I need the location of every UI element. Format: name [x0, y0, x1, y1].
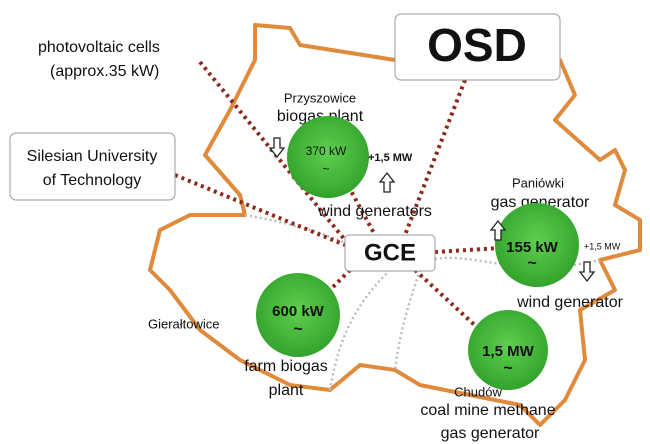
university-label: of Technology: [43, 172, 141, 189]
kind-label: gas generator: [441, 425, 540, 442]
osd-box: [394, 13, 561, 81]
kind-label: farm biogas: [244, 358, 328, 375]
center-box: [344, 234, 436, 272]
extra-kind-label: wind generators: [317, 203, 432, 220]
place-label: Chudów: [454, 384, 502, 399]
extra-label: +1,5 MW: [584, 241, 621, 251]
university-box: [9, 132, 176, 201]
osd-label: OSD: [427, 19, 527, 71]
symbol: ~: [503, 360, 512, 377]
node-circle: [495, 203, 579, 287]
region-outline: [148, 23, 642, 427]
node-circle: [287, 116, 369, 198]
power-label: 155 kW: [506, 239, 559, 256]
place-label: Przyszowice: [284, 90, 356, 105]
university-label: Silesian University: [27, 148, 158, 165]
node-circle: [256, 273, 340, 357]
pv-label: (approx.35 kW): [50, 63, 159, 80]
arrow-down: [578, 261, 596, 283]
arrow-up: [489, 219, 507, 241]
arrow-down: [268, 137, 286, 159]
extra-kind-label: wind generator: [516, 294, 624, 311]
kind-label: plant: [269, 382, 304, 399]
power-label: 600 kW: [272, 303, 325, 320]
kind-label: gas generator: [491, 194, 590, 211]
arrow-up: [378, 171, 396, 193]
symbol: ~: [322, 162, 329, 176]
symbol: ~: [527, 255, 536, 272]
place-label: Paniówki: [512, 175, 564, 190]
place-label: Gierałtowice: [148, 316, 220, 331]
center-label: GCE: [364, 239, 416, 266]
node-circle: [468, 310, 548, 390]
kind-label: coal mine methane: [420, 402, 555, 419]
symbol: ~: [293, 321, 302, 338]
pv-label: photovoltaic cells: [38, 39, 160, 56]
power-label: 1,5 MW: [482, 343, 535, 360]
power-label: 370 kW: [306, 144, 347, 158]
extra-label: +1,5 MW: [368, 152, 413, 164]
